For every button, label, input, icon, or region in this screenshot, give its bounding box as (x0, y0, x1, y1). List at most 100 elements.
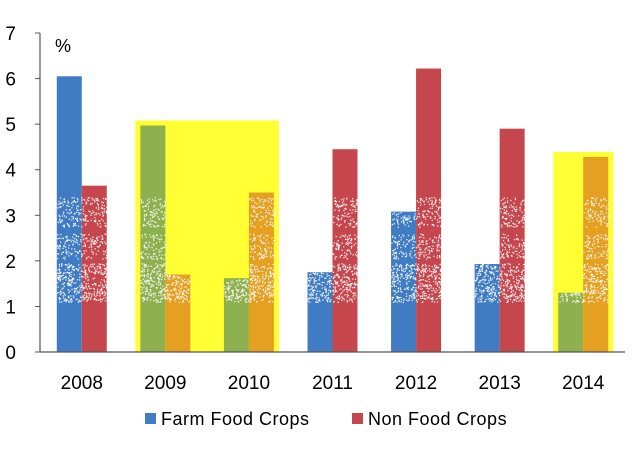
texture-dot (510, 214, 512, 216)
texture-dot (413, 293, 415, 295)
texture-dot (74, 222, 76, 225)
texture-dot (512, 214, 514, 216)
texture-dot (439, 270, 442, 273)
texture-dot (394, 293, 396, 296)
texture-dot (562, 300, 564, 302)
texture-dot (425, 254, 427, 256)
texture-dot (150, 256, 152, 258)
texture-dot (59, 272, 61, 274)
texture-dot (601, 290, 603, 292)
texture-dot (147, 205, 149, 208)
texture-dot (414, 253, 417, 255)
texture-dot (88, 285, 90, 287)
texture-dot (154, 295, 156, 297)
texture-dot (256, 281, 258, 283)
texture-dot (424, 218, 427, 220)
texture-dot (521, 294, 523, 296)
texture-dot (70, 253, 73, 256)
texture-dot (71, 216, 73, 218)
texture-dot (63, 292, 65, 295)
texture-dot (391, 275, 393, 277)
texture-dot (237, 284, 239, 287)
texture-dot (78, 212, 80, 214)
texture-dot (408, 270, 410, 272)
texture-dot (102, 292, 104, 295)
texture-dot (58, 200, 60, 203)
texture-dot (349, 298, 351, 300)
texture-dot (501, 208, 504, 210)
texture-dot (523, 277, 526, 279)
texture-dot (90, 214, 92, 216)
texture-dot (310, 288, 312, 291)
y-unit-label: % (55, 36, 71, 56)
texture-dot (584, 241, 586, 244)
texture-dot (74, 201, 76, 203)
texture-dot (339, 256, 341, 258)
texture-dot (157, 277, 159, 280)
texture-dot (587, 240, 590, 242)
texture-dot (346, 236, 349, 238)
texture-dot (418, 280, 420, 282)
texture-dot (310, 292, 312, 294)
texture-dot (335, 248, 337, 250)
texture-dot (254, 244, 256, 246)
texture-dot (426, 240, 428, 242)
texture-dot (251, 205, 253, 207)
texture-dot (145, 288, 147, 290)
texture-dot (422, 279, 425, 281)
texture-dot (228, 297, 231, 299)
texture-dot (341, 254, 343, 256)
texture-dot (438, 277, 440, 280)
texture-dot (76, 242, 78, 244)
x-tick-label: 2013 (479, 373, 521, 394)
texture-dot (520, 220, 522, 222)
texture-dot (75, 293, 77, 295)
texture-dot (72, 243, 74, 245)
texture-dot (405, 255, 407, 258)
texture-dot (398, 234, 400, 237)
texture-dot (437, 295, 440, 297)
texture-dot (400, 239, 402, 241)
texture-dot (102, 250, 104, 252)
texture-dot (89, 292, 91, 295)
texture-dot (249, 295, 251, 298)
texture-dot (340, 218, 342, 221)
texture-dot (163, 294, 166, 296)
texture-dot (353, 226, 355, 228)
texture-dot (438, 281, 441, 283)
texture-dot (59, 293, 62, 296)
texture-dot (252, 249, 254, 251)
texture-dot (422, 234, 424, 236)
texture-dot (62, 257, 65, 259)
texture-dot (273, 247, 275, 249)
texture-dot (261, 256, 263, 258)
texture-dot (143, 298, 145, 300)
texture-dot (344, 266, 347, 268)
texture-dot (68, 263, 70, 265)
texture-dot (253, 238, 255, 240)
texture-dot (242, 284, 244, 287)
texture-dot (514, 198, 517, 201)
texture-dot (503, 264, 505, 267)
texture-dot (339, 269, 341, 271)
texture-dot (247, 287, 249, 289)
texture-dot (604, 297, 607, 299)
texture-dot (439, 246, 441, 248)
texture-dot (73, 213, 75, 215)
texture-dot (418, 254, 420, 256)
texture-dot (524, 266, 526, 269)
texture-dot (161, 266, 163, 268)
texture-dot (347, 238, 349, 241)
texture-dot (503, 253, 505, 255)
texture-dot (419, 222, 421, 224)
texture-dot (510, 269, 512, 271)
texture-dot (160, 298, 162, 300)
texture-dot (162, 297, 164, 299)
texture-dot (267, 207, 269, 209)
texture-dot (335, 201, 338, 203)
texture-dot (82, 276, 84, 278)
texture-dot (596, 197, 598, 199)
texture-dot (176, 293, 178, 296)
texture-dot (147, 280, 149, 282)
texture-dot (175, 296, 178, 298)
